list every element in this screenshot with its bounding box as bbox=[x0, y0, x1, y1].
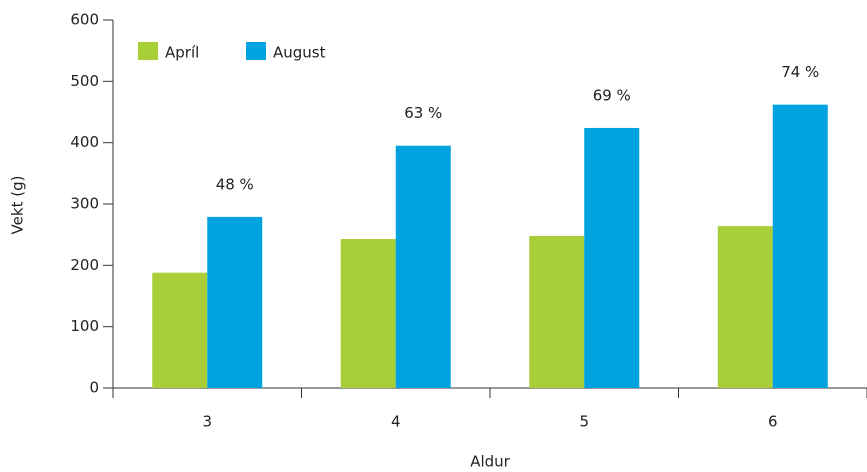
bar-annotation: 74 % bbox=[781, 63, 819, 81]
x-tick-label: 5 bbox=[579, 413, 589, 431]
y-tick-label: 300 bbox=[70, 195, 99, 213]
y-tick-label: 200 bbox=[70, 256, 99, 274]
x-tick-label: 3 bbox=[202, 413, 212, 431]
bar-annotation: 63 % bbox=[404, 104, 442, 122]
legend-swatch bbox=[138, 42, 158, 60]
legend-label: Apríl bbox=[165, 44, 199, 62]
bar bbox=[772, 104, 828, 388]
bar-annotation: 69 % bbox=[593, 86, 631, 104]
bar bbox=[152, 272, 208, 388]
bar bbox=[529, 235, 585, 388]
y-tick-label: 600 bbox=[70, 11, 99, 29]
y-axis-title: Vekt (g) bbox=[9, 176, 27, 235]
y-tick-label: 500 bbox=[70, 72, 99, 90]
bar bbox=[340, 238, 396, 388]
bar bbox=[717, 226, 773, 388]
y-tick-label: 400 bbox=[70, 133, 99, 151]
bar bbox=[395, 145, 451, 388]
x-axis-title: Aldur bbox=[470, 453, 510, 471]
legend-label: August bbox=[273, 44, 326, 62]
y-tick-label: 0 bbox=[89, 379, 99, 397]
bar-annotation: 48 % bbox=[216, 175, 254, 193]
bar bbox=[207, 216, 263, 388]
y-tick-label: 100 bbox=[70, 317, 99, 335]
legend-swatch bbox=[246, 42, 266, 60]
x-tick-label: 4 bbox=[391, 413, 401, 431]
bar bbox=[584, 127, 640, 389]
x-tick-label: 6 bbox=[768, 413, 778, 431]
